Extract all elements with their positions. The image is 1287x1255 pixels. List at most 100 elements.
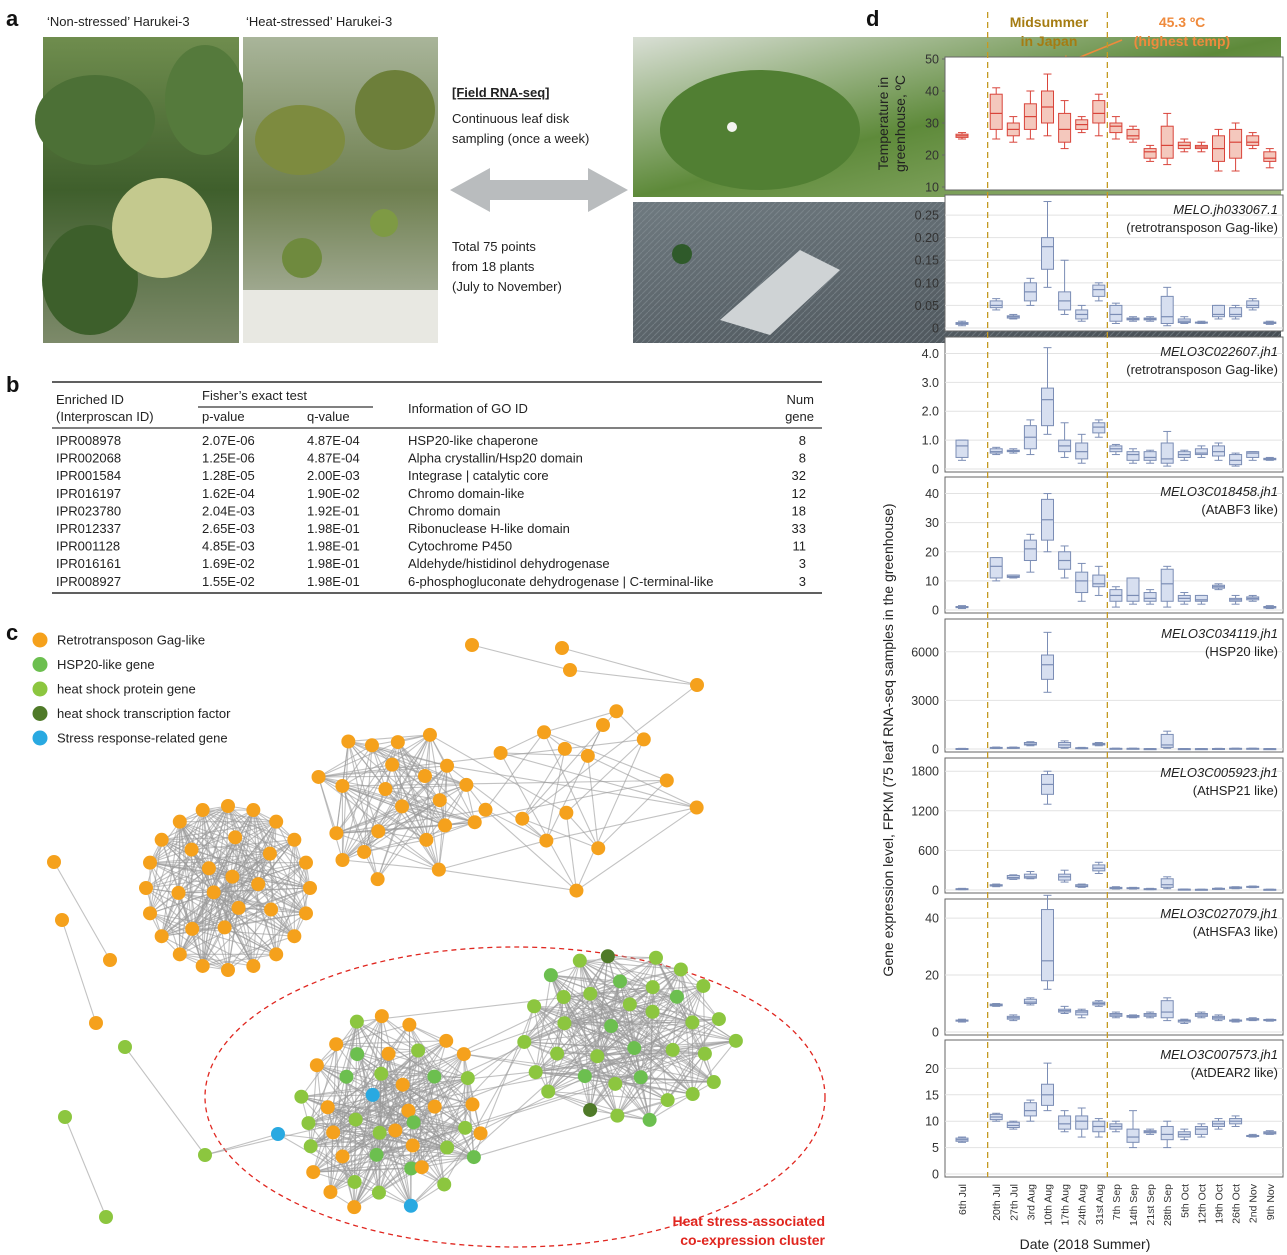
network-edge [596, 969, 682, 1057]
box [1246, 135, 1260, 146]
box [989, 93, 1003, 130]
network-edge [379, 1071, 536, 1134]
legend-label: Stress response-related gene [57, 731, 228, 746]
network-edge [438, 840, 547, 871]
y-axis-label: Temperature in [875, 77, 891, 170]
network-node [403, 1198, 418, 1213]
network-node [89, 1016, 103, 1030]
network-edge [161, 935, 229, 971]
network-edge [310, 1132, 380, 1147]
network-edge [238, 862, 307, 909]
network-edge [149, 821, 277, 864]
network-node [262, 846, 277, 861]
network-edge [161, 837, 236, 937]
leaf-disk [672, 244, 692, 264]
box [1160, 878, 1174, 888]
network-edge [356, 1021, 445, 1185]
network-edge [421, 1156, 474, 1168]
network-edge [190, 849, 193, 929]
network-node [99, 1210, 113, 1224]
network-edge [348, 740, 448, 767]
network-node [171, 885, 186, 900]
network-edge [346, 1049, 419, 1078]
box [1109, 304, 1123, 322]
network-edge [363, 799, 441, 853]
network-node [154, 832, 169, 847]
cluster-label: co-expression cluster [680, 1232, 825, 1248]
box [1092, 422, 1106, 434]
network [47, 638, 743, 1224]
network-edge [629, 1004, 635, 1049]
network-node [422, 727, 437, 742]
network-node [465, 1097, 480, 1112]
y-tick-label: 20 [925, 149, 939, 163]
leaf [42, 225, 138, 335]
network-edge [124, 1046, 206, 1156]
table-cell: Aldehyde/histidinol dehydrogenase [408, 556, 610, 571]
network-node [427, 1069, 442, 1084]
network-node [685, 1087, 700, 1102]
network-edge [179, 953, 254, 967]
network-edge [336, 1040, 447, 1045]
network-node [365, 1087, 380, 1102]
table-cell: 1.62E-04 [202, 486, 255, 501]
network-edge [53, 861, 111, 961]
network-node [374, 1009, 389, 1024]
network-node [660, 1093, 675, 1108]
network-node [264, 902, 279, 917]
network-edge [616, 1076, 642, 1116]
network-edge [231, 809, 254, 877]
x-tick-label: 19th Oct [1214, 1184, 1226, 1224]
network-node [402, 1017, 417, 1032]
melon [370, 209, 398, 237]
network-node [311, 769, 326, 784]
network-edge [548, 1090, 650, 1121]
network-node [269, 947, 284, 962]
x-tick-label: 9th Nov [1265, 1183, 1277, 1220]
network-node [228, 830, 243, 845]
network-node [364, 738, 379, 753]
network-node [139, 881, 153, 895]
network-node [298, 855, 313, 870]
network-edge [252, 809, 307, 914]
network-node [555, 641, 569, 655]
network-edge [680, 969, 720, 1020]
box [1023, 1102, 1037, 1117]
table-cell: IPR008927 [56, 574, 121, 589]
box [1160, 733, 1174, 748]
y-tick-label: 600 [918, 844, 939, 858]
panel-label: c [6, 620, 18, 645]
network-node [172, 947, 187, 962]
network-node [563, 663, 577, 677]
network-node [326, 1125, 341, 1140]
network-node [55, 913, 69, 927]
midsummer-label: in Japan [1021, 33, 1078, 49]
network-edge [410, 1132, 481, 1207]
network-edge [446, 765, 547, 842]
network-edge [471, 644, 571, 671]
network-node [642, 1112, 657, 1127]
network-edge [191, 892, 215, 930]
photo-caption: ‘Non-stressed’ Harukei-3 [47, 14, 190, 29]
network-node [706, 1075, 721, 1090]
network-node [320, 1100, 335, 1115]
network-edge [161, 805, 229, 841]
network-node [467, 815, 482, 830]
x-tick-label: 12th Oct [1196, 1184, 1208, 1224]
network-node [622, 997, 637, 1012]
network-node [404, 1161, 419, 1176]
box [1075, 1115, 1089, 1130]
network-node [401, 1103, 416, 1118]
network-edge [548, 1090, 668, 1101]
network-edge [232, 862, 307, 878]
midsummer-label: Midsummer [1010, 14, 1089, 30]
network-edge [563, 996, 737, 1042]
legend-marker [32, 730, 48, 746]
network-edge [421, 1053, 465, 1168]
network-edge [342, 734, 431, 861]
network-edge [547, 996, 565, 1092]
x-tick-label: 31st Aug [1094, 1184, 1106, 1225]
network-edge [633, 985, 704, 1049]
network-node [406, 1115, 421, 1130]
network-edge [438, 765, 448, 870]
